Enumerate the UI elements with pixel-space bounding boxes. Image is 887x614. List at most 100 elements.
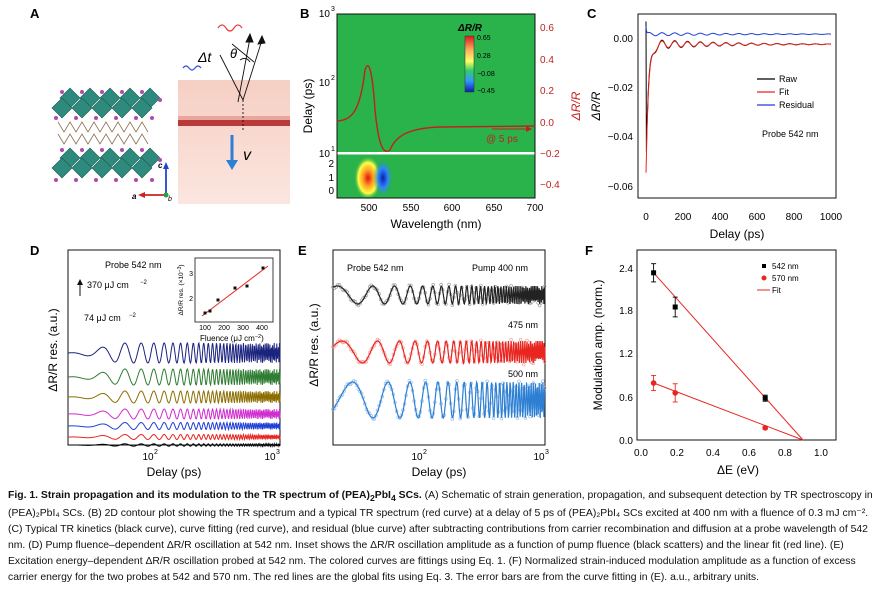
e-xlabel: Delay (ps) [412,465,467,479]
d-fluence-top: 370 μJ cm [87,280,129,290]
svg-text:600: 600 [444,203,461,214]
tr-annotation: @ 5 ps [486,134,518,145]
f-plot-frame [636,249,837,441]
c-yticks: 0.00 −0.02 −0.04 −0.06 [608,34,634,193]
svg-text:−2: −2 [140,280,148,286]
d-oscillation-curve-6 [67,441,281,449]
svg-text:400: 400 [256,325,268,332]
e-scatter-point [355,383,359,387]
f-fit-line-0 [653,272,804,441]
e-fit-curve-0 [332,283,546,306]
d-xlabel: Delay (ps) [147,465,202,479]
panel-letter-d: D [30,243,39,258]
svg-text:0: 0 [643,212,649,223]
e-scatter-point [517,379,521,384]
svg-text:2: 2 [328,159,334,170]
colorbar-title: ΔR/R [457,23,483,34]
f-point-542 [672,304,678,310]
b-yticks-left: 10 3 10 2 10 1 2 1 0 [319,6,335,197]
e-probe-label: Probe 542 nm [347,263,404,273]
e-scatter-point [339,285,343,289]
f-point-542 [762,395,768,401]
svg-text:0.0: 0.0 [634,448,648,459]
svg-text:650: 650 [486,203,503,214]
e-scatter-point [509,284,513,288]
svg-text:0.4: 0.4 [706,448,720,459]
svg-text:1.8: 1.8 [619,306,633,317]
svg-text:200: 200 [675,212,692,223]
svg-text:0.6: 0.6 [619,393,633,404]
svg-text:500: 500 [361,203,378,214]
svg-text:0.00: 0.00 [614,34,634,45]
svg-text:10: 10 [319,9,331,20]
panel-a: A [30,6,290,204]
svg-text:3: 3 [331,6,335,13]
probe-pulse [182,65,202,71]
svg-text:0.2: 0.2 [670,448,684,459]
panel-c: C 0.00 −0.02 −0.04 −0.06 ΔR/R 0 200 400 … [587,6,843,241]
panel-letter-b: B [300,6,309,21]
e-scatter-point [518,338,523,342]
panel-f: F 2.4 1.8 1.2 0.6 0.0 Modulation amp. (n… [585,243,837,477]
e-scatter-point [331,345,335,349]
e-scatter-point [347,344,351,348]
svg-text:300: 300 [237,325,249,332]
c-ylabel: ΔR/R [589,91,603,121]
svg-text:3: 3 [276,449,280,456]
d-oscillation-curve-1 [67,367,281,387]
crystal-structure [51,87,162,182]
svg-text:−0.2: −0.2 [540,149,560,160]
e-scatter-point [439,282,443,287]
delta-t-label: Δt [197,49,212,65]
svg-text:10: 10 [142,452,154,463]
svg-text:600: 600 [749,212,766,223]
c-curves [645,21,832,173]
theta-label: θ [230,46,237,61]
axis-a-label: a [132,192,137,201]
svg-text:−0.08: −0.08 [477,71,495,78]
e-scatter-point [541,379,545,383]
svg-text:0.0: 0.0 [540,118,554,129]
svg-text:0.8: 0.8 [778,448,792,459]
e-scatter-point [522,362,526,367]
e-fit-curve-1 [332,339,546,366]
legend-fit: Fit [779,87,789,97]
legend-residual: Residual [779,100,814,110]
svg-text:400: 400 [712,212,729,223]
b-ylabel-right: ΔR/R [569,91,583,121]
svg-text:1.0: 1.0 [814,448,828,459]
svg-text:0.65: 0.65 [477,35,491,42]
svg-text:542 nm: 542 nm [772,262,799,271]
pump-pulse [217,24,243,32]
svg-text:−2: −2 [129,313,137,319]
figure: A [30,6,843,479]
axis-break [337,152,535,155]
figure-caption: Fig. 1. Strain propagation and its modul… [8,490,873,584]
c-xticks: 0 200 400 600 800 1000 [643,212,842,223]
svg-text:550: 550 [403,203,420,214]
f-ylabel: Modulation amp. (norm.) [591,280,605,411]
svg-text:Fluence (μJ cm−2): Fluence (μJ cm−2) [200,334,264,343]
velocity-arrow [226,135,238,170]
e-curves [331,282,547,421]
c-annotation: Probe 542 nm [762,129,819,139]
velocity-label: v [243,147,252,164]
svg-text:−0.04: −0.04 [608,132,634,143]
e-scatter-point [355,356,359,361]
c-series-fit [645,40,832,173]
f-fit-line-1 [653,382,804,441]
strain-pulse [178,120,290,126]
svg-text:0.28: 0.28 [477,53,491,60]
svg-text:1.2: 1.2 [619,349,633,360]
f-point-570 [762,425,768,431]
e-scatter-point [347,382,351,386]
f-point-570 [650,380,657,386]
f-point-570 [672,390,678,396]
svg-text:2.4: 2.4 [619,264,633,275]
b-ylabel: Delay (ps) [301,79,315,134]
d-inset: 100 200 300 400 2 3 Fluence (μJ cm−2) ΔR… [177,257,274,343]
svg-text:0.0: 0.0 [619,436,633,447]
e-scatter-point [406,361,410,365]
e-pump-475: 475 nm [508,320,538,330]
svg-text:−0.06: −0.06 [608,182,634,193]
